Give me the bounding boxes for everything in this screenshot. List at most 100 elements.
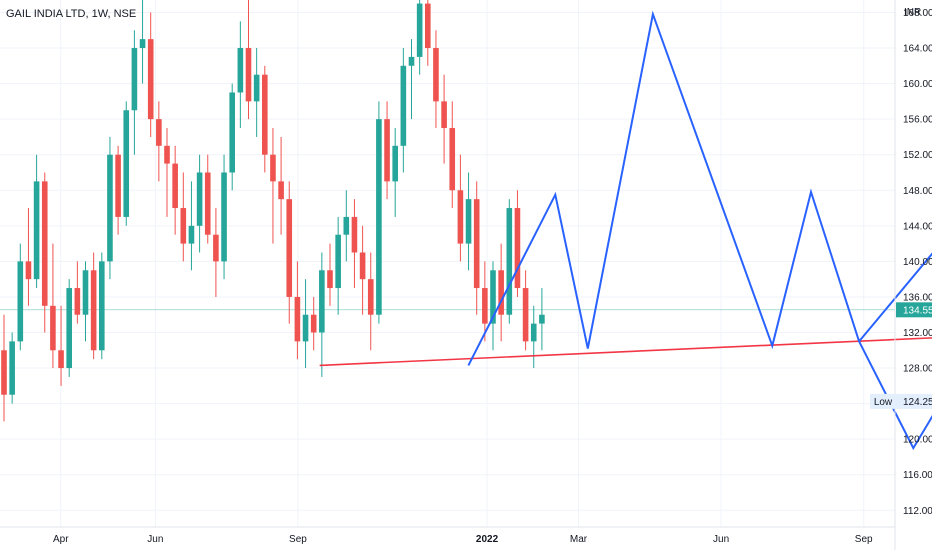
candle-body — [188, 225, 195, 244]
candle-body — [416, 3, 423, 57]
y-tick-label: 116.00 — [903, 470, 932, 481]
candle-body — [262, 74, 268, 155]
candle — [107, 136, 113, 280]
last-price-tag: 134.55 — [903, 305, 932, 316]
candle-body — [180, 208, 187, 244]
candle — [384, 101, 390, 200]
candle-body — [33, 181, 40, 280]
candle — [473, 181, 480, 315]
candle — [270, 128, 276, 244]
candle-body — [400, 65, 407, 146]
y-tick-label: 112.00 — [903, 506, 932, 517]
candle — [416, 0, 423, 75]
candle-body — [359, 252, 366, 280]
y-tick-label: 160.00 — [903, 79, 932, 90]
candle — [253, 48, 260, 137]
candle-body — [196, 172, 203, 226]
candle — [319, 252, 325, 377]
candle-body — [237, 48, 244, 93]
candle — [58, 305, 64, 386]
candle-body — [139, 39, 146, 49]
y-tick-label: 144.00 — [903, 221, 932, 232]
candle-body — [367, 279, 374, 315]
candle-body — [465, 199, 472, 244]
last-price-tag-bg — [896, 302, 932, 318]
x-tick-label: Apr — [53, 534, 69, 545]
candle — [9, 332, 15, 404]
x-tick-label: Sep — [289, 534, 307, 545]
candle — [286, 181, 293, 324]
candle — [41, 172, 48, 333]
candle — [262, 65, 268, 173]
y-tick-label: 128.00 — [903, 364, 932, 375]
y-tick-label: 152.00 — [903, 150, 932, 161]
candle-body — [41, 181, 48, 306]
candle-body — [530, 323, 537, 342]
candle — [400, 48, 407, 173]
candle — [164, 128, 170, 217]
candle — [457, 154, 464, 262]
candle-body — [539, 314, 545, 324]
candle — [147, 12, 154, 137]
x-tick-label: Mar — [570, 534, 588, 545]
candles — [1, 0, 545, 422]
candle-body — [164, 145, 170, 164]
candle — [376, 101, 382, 324]
x-tick-label: Sep — [855, 534, 873, 545]
y-tick-label: 136.00 — [903, 292, 932, 303]
candle — [115, 145, 121, 235]
candle-body — [294, 296, 301, 342]
candle-body — [384, 119, 390, 182]
candle-body — [123, 110, 130, 217]
candle — [90, 252, 97, 360]
candle-body — [433, 48, 439, 102]
y-tick-label: 164.00 — [903, 44, 932, 55]
candle — [441, 74, 447, 164]
candle — [310, 296, 317, 351]
candle — [514, 190, 521, 297]
candle — [294, 261, 301, 360]
candle — [359, 225, 366, 315]
candle — [408, 39, 415, 120]
x-tick-label: 2022 — [476, 534, 499, 545]
candle — [245, 0, 252, 120]
y-tick-label: 132.00 — [903, 328, 932, 339]
candle — [180, 172, 187, 262]
y-tick-label: 156.00 — [903, 115, 932, 126]
chart-title: GAIL INDIA LTD, 1W, NSE — [6, 8, 136, 20]
low-tag-label-bg — [870, 393, 896, 409]
low-tag-label: Low — [874, 397, 893, 408]
candle-body — [66, 288, 72, 369]
candle — [433, 30, 439, 129]
candle-body — [50, 305, 56, 351]
candle — [530, 305, 537, 369]
candle — [465, 172, 472, 271]
candle — [213, 208, 219, 297]
candle — [50, 243, 56, 369]
candle — [99, 252, 105, 360]
candle-body — [147, 39, 154, 120]
candle-body — [408, 56, 415, 66]
currency-label: INR — [904, 7, 921, 18]
candle-body — [17, 261, 24, 342]
candle-body — [245, 48, 252, 102]
y-tick-label: 120.00 — [903, 435, 932, 446]
x-tick-label: Jun — [713, 534, 729, 545]
candle — [237, 21, 244, 129]
candle-body — [156, 119, 162, 146]
candle — [449, 101, 456, 209]
candle-body — [302, 314, 309, 342]
candle-body — [449, 128, 456, 191]
candle — [367, 252, 374, 351]
candle — [522, 270, 529, 351]
candle-body — [490, 270, 496, 324]
candle — [539, 288, 545, 351]
candle — [392, 128, 398, 217]
candle — [123, 101, 130, 226]
candle — [33, 154, 40, 289]
candle-body — [270, 154, 276, 182]
candle-body — [82, 270, 89, 315]
candle-body — [457, 190, 464, 244]
candle-body — [107, 154, 113, 262]
